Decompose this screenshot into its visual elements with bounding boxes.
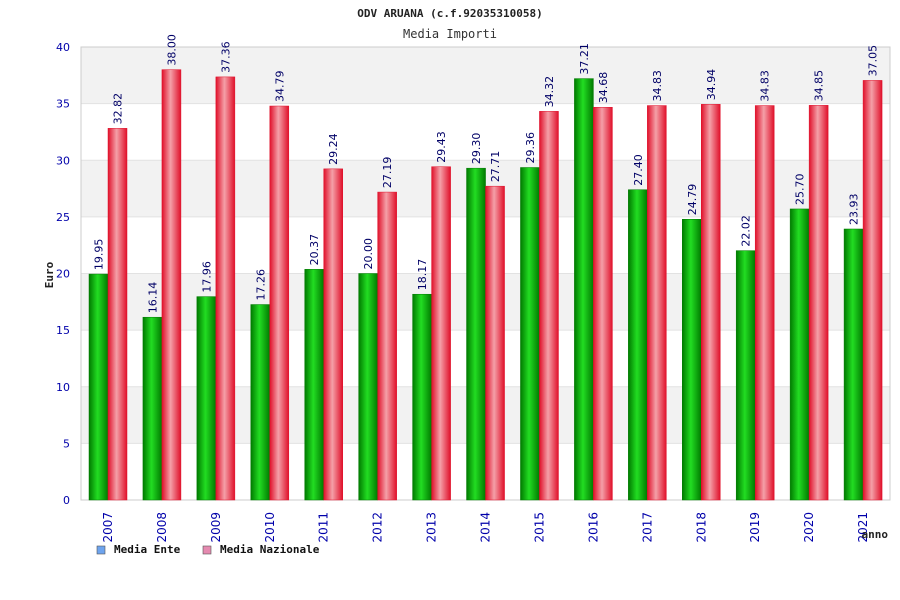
y-tick-label: 20 bbox=[56, 268, 70, 281]
bars: 19.95 32.82 16.14 38.00 17.96 37.36 17.26 34.79… bbox=[88, 34, 883, 501]
bar-media-nazionale bbox=[754, 105, 775, 501]
legend-swatch-nazionale bbox=[202, 545, 212, 555]
bar-value-label: 32.82 bbox=[112, 93, 125, 125]
bar-value-label: 29.24 bbox=[327, 133, 340, 165]
bar-media-ente bbox=[628, 189, 648, 501]
bar-value-label: 29.43 bbox=[435, 131, 448, 163]
bar-media-nazionale bbox=[431, 166, 451, 501]
bar-media-nazionale bbox=[593, 106, 613, 501]
bar-media-nazionale bbox=[485, 185, 505, 501]
bar-value-label: 19.95 bbox=[93, 239, 106, 271]
x-tick-label: 2008 bbox=[155, 512, 169, 543]
x-tick-label: 2015 bbox=[532, 512, 546, 543]
y-axis: 0 5 10 15 20 25 30 35 40 bbox=[56, 41, 70, 507]
y-tick-label: 15 bbox=[56, 324, 70, 337]
y-axis-label: Euro bbox=[43, 261, 56, 288]
x-tick-label: 2019 bbox=[748, 512, 762, 543]
bar-media-ente bbox=[358, 273, 378, 501]
bar-media-ente bbox=[574, 78, 594, 501]
bar-media-nazionale bbox=[539, 111, 559, 501]
bar-value-label: 25.70 bbox=[794, 173, 807, 205]
x-tick-label: 2009 bbox=[209, 512, 223, 543]
x-axis-label: anno bbox=[862, 528, 889, 541]
bar-value-label: 37.36 bbox=[219, 41, 232, 73]
bar-value-label: 34.94 bbox=[705, 69, 718, 101]
bar-media-ente bbox=[142, 316, 163, 501]
bar-value-label: 17.26 bbox=[254, 269, 267, 301]
bar-media-nazionale bbox=[862, 80, 883, 501]
bar-value-label: 29.30 bbox=[470, 133, 483, 165]
y-tick-label: 10 bbox=[56, 381, 70, 394]
y-tick-label: 35 bbox=[56, 98, 70, 111]
bar-media-ente bbox=[789, 208, 810, 501]
x-tick-label: 2010 bbox=[263, 512, 277, 543]
chart-title: ODV ARUANA (c.f.92035310058) bbox=[357, 7, 542, 20]
bar-value-label: 37.05 bbox=[867, 45, 880, 77]
bar-media-ente bbox=[250, 304, 271, 501]
bar-media-ente bbox=[412, 293, 432, 501]
legend-swatch-ente bbox=[96, 545, 106, 555]
x-tick-label: 2012 bbox=[371, 512, 385, 543]
y-tick-label: 25 bbox=[56, 211, 70, 224]
y-tick-label: 0 bbox=[63, 494, 70, 507]
x-tick-label: 2007 bbox=[101, 512, 115, 543]
bar-media-nazionale bbox=[215, 76, 236, 501]
bar-media-ente bbox=[196, 296, 217, 501]
bar-value-label: 34.85 bbox=[813, 70, 826, 102]
x-tick-label: 2021 bbox=[856, 512, 870, 543]
bar-media-ente bbox=[843, 228, 864, 501]
y-tick-label: 40 bbox=[56, 41, 70, 54]
x-tick-label: 2014 bbox=[479, 512, 493, 543]
bar-value-label: 20.37 bbox=[308, 234, 321, 266]
bar-media-nazionale bbox=[269, 105, 290, 501]
bar-media-nazionale bbox=[161, 69, 182, 501]
x-tick-label: 2011 bbox=[317, 512, 331, 543]
bar-media-nazionale bbox=[107, 128, 128, 501]
chart-subtitle: Media Importi bbox=[403, 27, 497, 41]
y-tick-label: 30 bbox=[56, 154, 70, 167]
x-tick-label: 2018 bbox=[694, 512, 708, 543]
bar-media-ente bbox=[735, 250, 756, 501]
legend: Media Ente Media Nazionale bbox=[96, 543, 320, 556]
legend-label-ente: Media Ente bbox=[114, 543, 181, 556]
bar-value-label: 24.79 bbox=[686, 184, 699, 216]
bar-value-label: 34.68 bbox=[597, 72, 610, 104]
bar-value-label: 34.32 bbox=[543, 76, 556, 108]
bar-media-nazionale bbox=[647, 105, 667, 501]
bar-media-ente bbox=[682, 219, 702, 501]
bar-media-nazionale bbox=[808, 105, 829, 501]
bar-media-nazionale bbox=[701, 104, 721, 501]
bar-value-label: 27.71 bbox=[489, 151, 502, 183]
x-tick-label: 2016 bbox=[586, 512, 600, 543]
x-tick-label: 2013 bbox=[425, 512, 439, 543]
bar-media-ente bbox=[88, 273, 109, 501]
bar-media-nazionale bbox=[323, 168, 343, 501]
bar-media-ente bbox=[520, 167, 540, 501]
bar-value-label: 27.19 bbox=[381, 157, 394, 189]
bar-value-label: 20.00 bbox=[362, 238, 375, 270]
bar-value-label: 22.02 bbox=[740, 215, 753, 247]
bar-value-label: 34.79 bbox=[273, 71, 286, 103]
bar-media-ente bbox=[466, 167, 486, 501]
x-tick-label: 2017 bbox=[640, 512, 654, 543]
bar-value-label: 38.00 bbox=[165, 34, 178, 66]
bar-value-label: 34.83 bbox=[651, 70, 664, 102]
bar-media-nazionale bbox=[377, 191, 397, 501]
legend-label-nazionale: Media Nazionale bbox=[220, 543, 320, 556]
bar-value-label: 18.17 bbox=[416, 259, 429, 291]
bar-value-label: 17.96 bbox=[200, 261, 213, 293]
x-axis: 2007 2008 2009 2010 2011 2012 2013 2014 2015 2016… bbox=[101, 512, 870, 543]
y-tick-label: 5 bbox=[63, 437, 70, 450]
bar-value-label: 23.93 bbox=[848, 193, 861, 225]
bar-value-label: 29.36 bbox=[524, 132, 537, 164]
bar-value-label: 16.14 bbox=[146, 282, 159, 314]
x-tick-label: 2020 bbox=[802, 512, 816, 543]
bar-value-label: 37.21 bbox=[578, 43, 591, 75]
bar-media-ente bbox=[304, 269, 324, 501]
bar-value-label: 27.40 bbox=[632, 154, 645, 186]
bar-value-label: 34.83 bbox=[759, 70, 772, 102]
